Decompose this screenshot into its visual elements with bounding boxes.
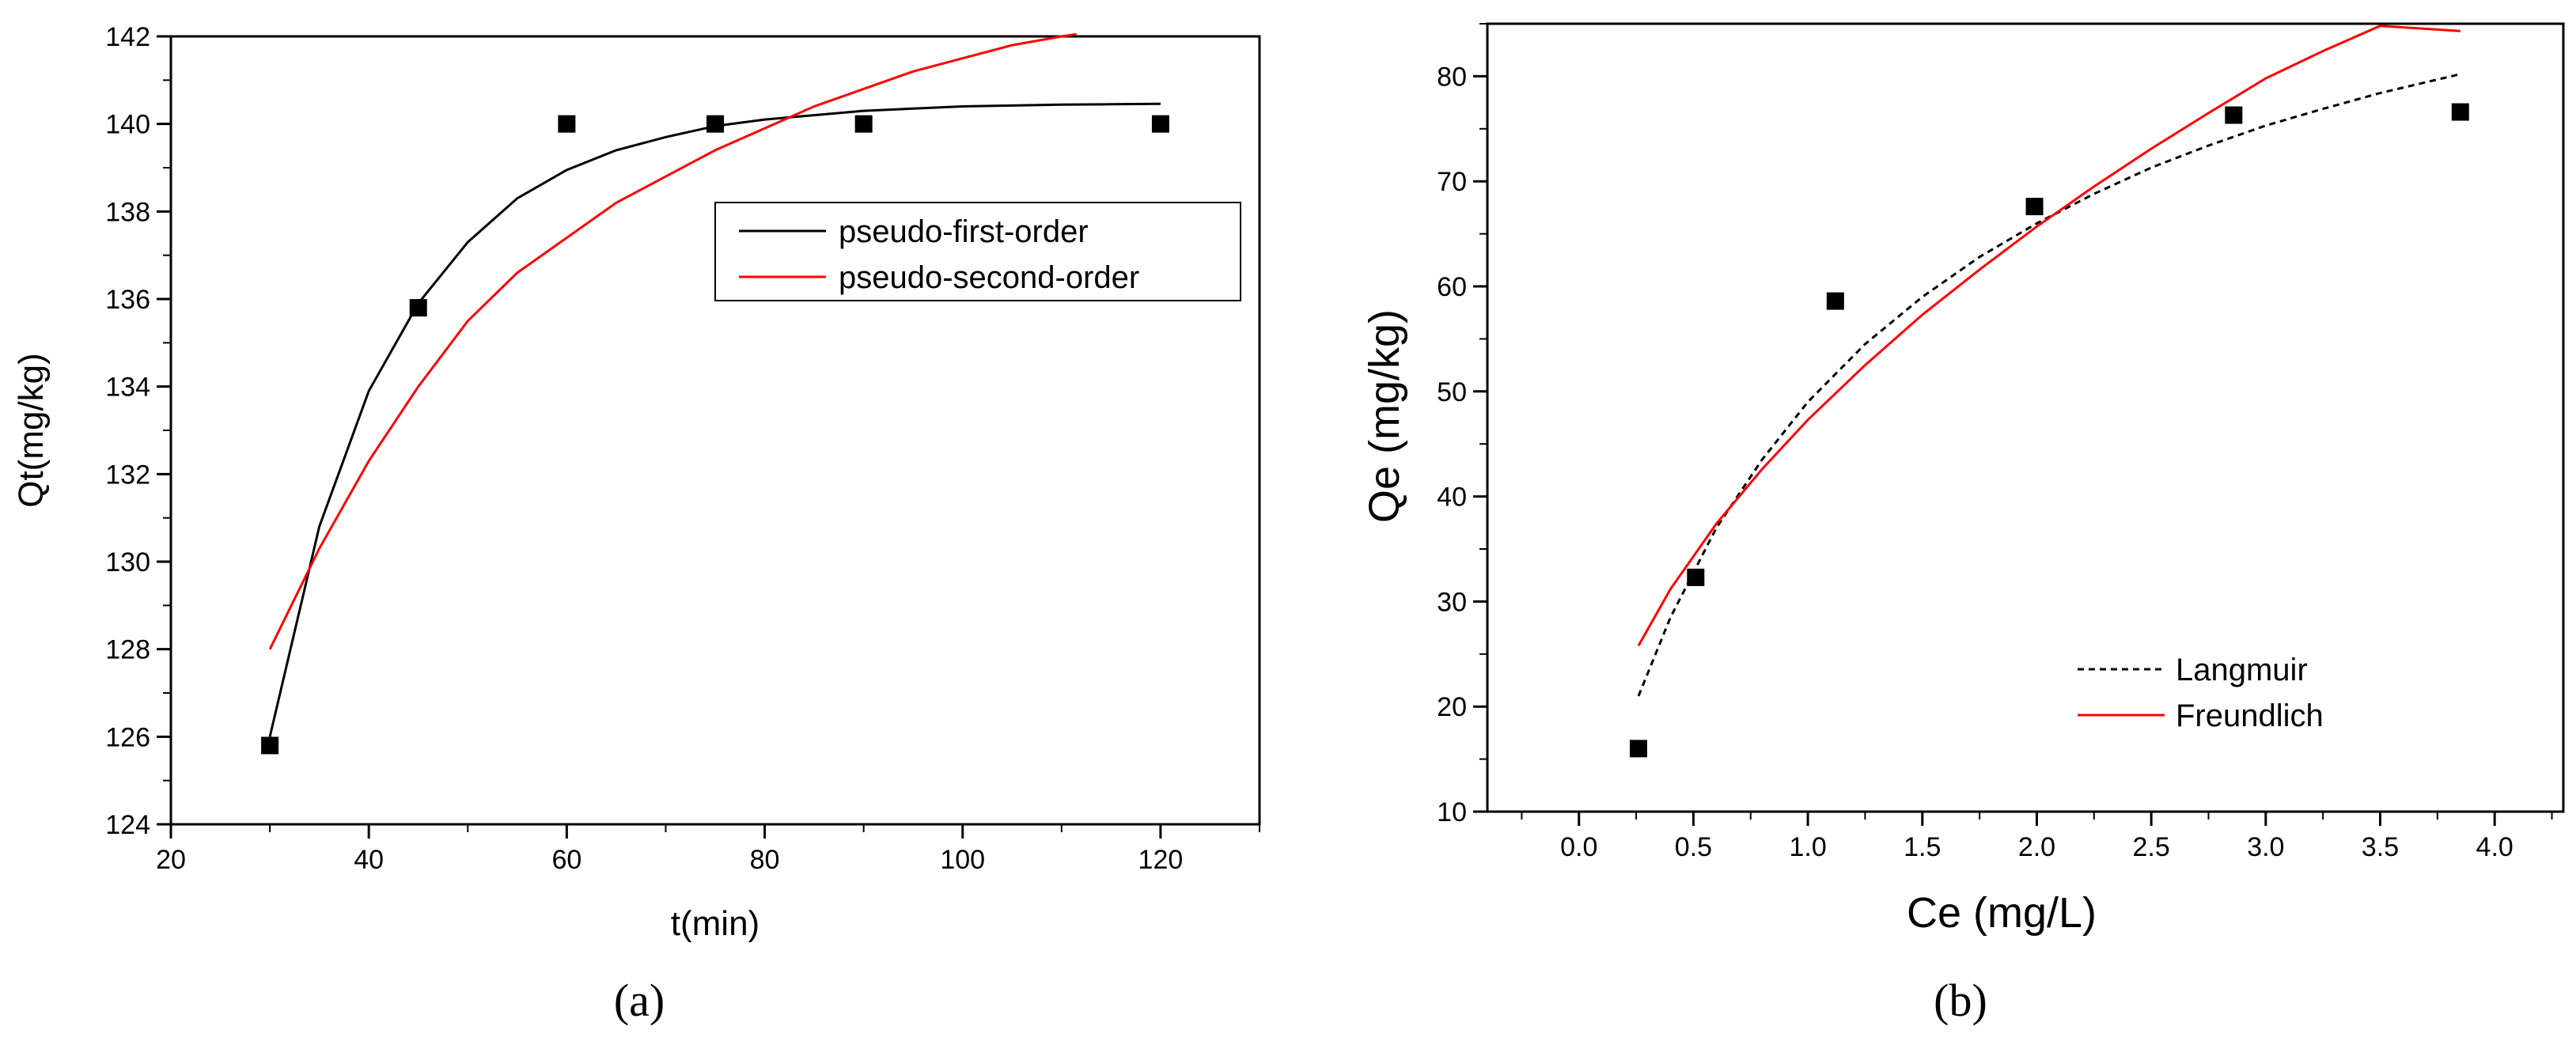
b-data-point-4 [2225,106,2243,124]
a-xtick-label-0: 20 [156,845,186,875]
legend-label-freundlich: Freundlich [2176,699,2324,733]
a-ytick-label-6: 136 [105,285,150,315]
a-ytick-label-3: 130 [105,547,150,577]
b-xtick-label-1: 0.5 [1675,832,1712,862]
panel-a-ylabel: Qt(mg/kg) [12,353,51,508]
panel-b-caption: (b) [1934,975,1987,1026]
panel-a-xlabel: t(min) [671,904,760,943]
b-ytick-label-2: 30 [1437,587,1467,617]
b-data-point-0 [1629,740,1647,758]
a-data-point-3 [707,115,724,133]
a-curve-pseudo-first-order [268,102,1161,737]
b-data-point-5 [2451,103,2469,121]
a-data-point-5 [1151,115,1169,133]
a-ytick-label-8: 140 [105,110,150,140]
b-ytick-label-1: 20 [1437,692,1467,722]
b-xtick-label-5: 2.5 [2133,832,2170,862]
b-xtick-label-0: 0.0 [1560,832,1597,862]
b-xtick-label-2: 1.0 [1789,832,1826,862]
b-ytick-label-6: 70 [1437,167,1467,197]
b-ytick-label-3: 40 [1437,483,1467,513]
a-ytick-label-1: 126 [105,722,150,752]
b-curve-freundlich [1637,25,2460,646]
panel-a-frame [169,35,1261,826]
a-ytick-label-4: 132 [105,460,150,490]
a-xtick-label-2: 60 [551,845,581,875]
b-ytick-label-4: 50 [1437,377,1467,407]
b-curve-langmuir [1637,73,2461,697]
panel-a-marks [261,32,1169,755]
panel-a-legend-box [714,202,1241,301]
b-xtick-label-4: 2.0 [2018,832,2055,862]
legend-label-pseudo-first-order: pseudo-first-order [839,214,1089,249]
a-ytick-label-0: 124 [105,810,150,840]
b-ytick-label-5: 60 [1437,272,1467,302]
b-ytick-label-7: 80 [1437,62,1467,92]
a-xtick-label-3: 80 [750,845,780,875]
b-data-point-3 [2025,198,2044,216]
panel-b-xlabel: Ce (mg/L) [1907,889,2097,937]
a-ytick-label-2: 128 [105,635,150,665]
panel-b-legend: Langmuir Freundlich [2078,653,2324,733]
a-ytick-label-5: 134 [105,373,150,403]
b-data-point-1 [1687,568,1705,586]
legend-label-pseudo-second-order: pseudo-second-order [839,260,1139,295]
a-data-point-0 [261,736,279,755]
a-ytick-label-7: 138 [105,197,150,227]
a-data-point-4 [854,115,873,133]
panel-b-ylabel: Qe (mg/kg) [1361,309,1408,523]
a-ytick-label-9: 142 [105,22,150,52]
b-xtick-label-6: 3.0 [2247,832,2284,862]
b-xtick-label-3: 1.5 [1904,832,1941,862]
panel-a-legend: pseudo-first-order pseudo-second-order [714,202,1241,301]
panel-b: 0.0 0.5 1.0 1.5 2.0 2.5 3.0 3.5 4.0 10 20 30 40 50 60 7… [1361,22,2565,1026]
b-data-point-2 [1826,292,1844,310]
panel-b-marks [1629,25,2469,758]
a-xtick-label-5: 120 [1138,845,1184,875]
b-xtick-label-8: 4.0 [2476,832,2513,862]
b-ytick-label-0: 10 [1437,797,1467,827]
b-xtick-label-7: 3.5 [2362,832,2399,862]
a-data-point-1 [409,299,427,317]
a-xtick-label-4: 100 [940,845,985,875]
a-xtick-label-1: 40 [354,845,384,875]
panel-b-ticks: 0.0 0.5 1.0 1.5 2.0 2.5 3.0 3.5 4.0 10 20 30 40 50 60 7… [1437,23,2553,862]
a-curve-pseudo-second-order [268,32,1077,650]
panel-a-caption: (a) [614,975,665,1026]
panel-a-ticks: 20 40 60 80 100 120 124 126 128 130 132 134 136 138 14… [105,22,1260,875]
panel-b-frame [1486,22,2565,813]
a-data-point-2 [558,115,576,133]
legend-label-langmuir: Langmuir [2176,653,2308,687]
panel-a: 20 40 60 80 100 120 124 126 128 130 132 134 136 138 14… [12,22,1261,1026]
